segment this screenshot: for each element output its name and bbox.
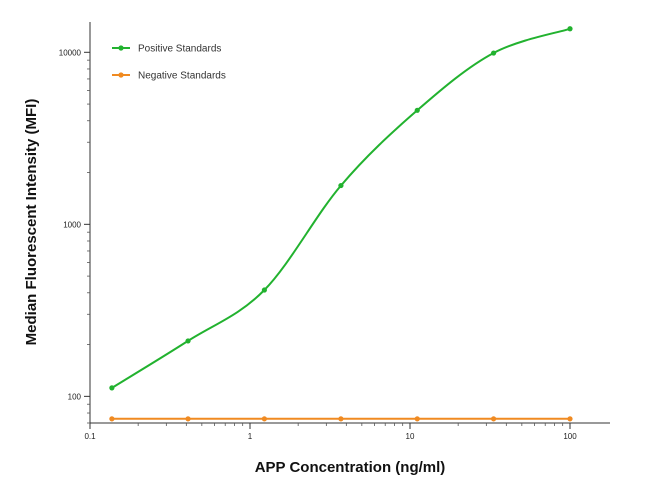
data-point — [185, 338, 191, 344]
x-tick-label: 1 — [248, 432, 253, 441]
y-axis-ticks: 100 1000 10000 — [59, 48, 90, 424]
series-layer — [109, 26, 573, 422]
data-point — [261, 416, 267, 422]
series-2 — [109, 416, 573, 422]
data-point — [490, 416, 497, 422]
data-point — [414, 107, 420, 113]
legend-label: Positive Standards — [138, 44, 221, 55]
y-tick-label: 1000 — [63, 220, 81, 229]
y-tick-label: 10000 — [59, 48, 82, 57]
y-tick-label: 100 — [68, 392, 82, 401]
legend-item: Positive Standards — [112, 44, 221, 55]
x-axis-ticks: 0.1 1 10 100 — [84, 423, 577, 441]
legend: Positive Standards Negative Standards — [112, 44, 226, 82]
x-tick-label: 100 — [563, 432, 577, 441]
data-point — [414, 416, 420, 422]
data-point — [261, 287, 267, 293]
data-point — [109, 416, 115, 422]
data-point — [490, 50, 497, 56]
x-tick-label: 10 — [406, 432, 415, 441]
legend-item: Negative Standards — [112, 71, 226, 82]
data-point — [338, 182, 344, 189]
legend-label: Negative Standards — [138, 71, 226, 82]
y-axis-title: Median Fluorescent Intensity (MFI) — [23, 99, 40, 346]
data-point — [185, 416, 191, 422]
series-fit-line — [111, 27, 571, 389]
x-tick-label: 0.1 — [84, 432, 96, 441]
series-1 — [109, 26, 573, 391]
data-point — [338, 416, 344, 422]
x-axis-title: APP Concentration (ng/ml) — [255, 459, 446, 476]
data-point — [567, 26, 573, 32]
axes — [89, 22, 610, 424]
data-point — [567, 416, 573, 422]
legend-marker — [118, 45, 124, 51]
legend-marker — [118, 72, 124, 78]
data-point — [109, 385, 115, 391]
